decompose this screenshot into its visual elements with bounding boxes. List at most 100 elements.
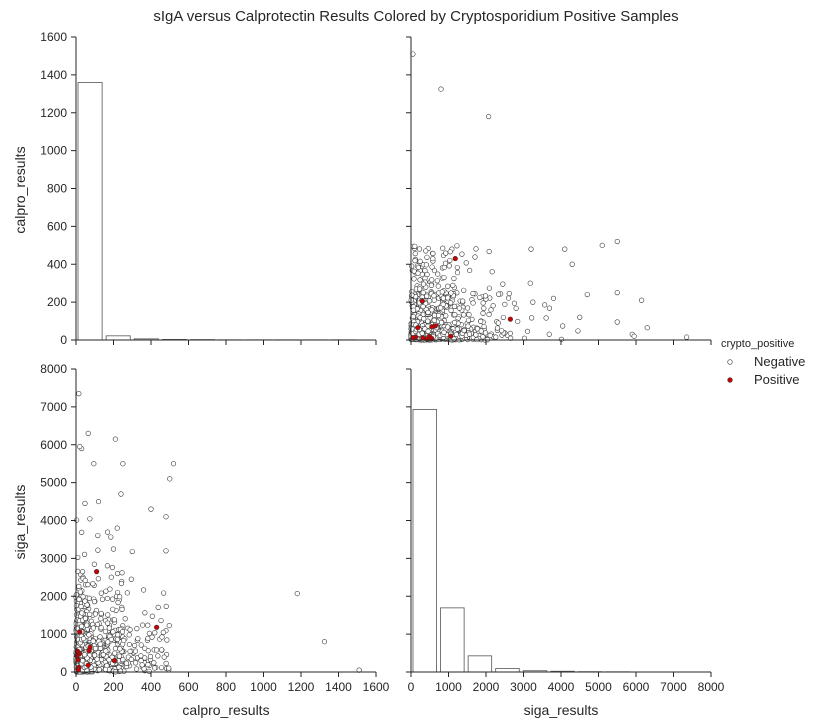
y-axis-label-siga: siga_results	[12, 485, 28, 560]
scatter-point-negative	[562, 246, 568, 252]
scatter-point-negative	[77, 444, 83, 450]
scatter-point-negative	[129, 548, 135, 555]
scatter-point-negative	[95, 547, 101, 553]
scatter-point-negative	[82, 615, 89, 621]
scatter-point-negative	[92, 611, 99, 617]
scatter-point-negative	[448, 290, 454, 296]
y-tick-label: 0	[60, 333, 67, 347]
scatter-point-negative	[82, 598, 88, 604]
scatter-point-negative	[435, 283, 441, 289]
scatter-point-negative	[461, 287, 467, 293]
scatter-point-negative	[79, 610, 85, 616]
scatter-point-negative	[91, 461, 97, 467]
scatter-point-negative	[614, 238, 620, 245]
scatter-point-negative	[500, 314, 506, 321]
scatter-point-negative	[454, 264, 460, 271]
scatter-point-negative	[82, 577, 88, 584]
scatter-point-negative	[111, 617, 118, 623]
scatter-point-negative	[464, 305, 471, 311]
scatter-point-negative	[79, 623, 85, 629]
scatter-point-negative	[450, 282, 456, 288]
scatter-point-negative	[110, 629, 116, 635]
scatter-point-negative	[127, 627, 133, 633]
scatter-point-negative	[75, 554, 81, 561]
scatter-point-negative	[133, 666, 140, 672]
scatter-point-negative	[466, 331, 473, 337]
legend-label-positive: Positive	[754, 372, 800, 387]
scatter-point-negative	[118, 580, 125, 587]
histogram-bar-siga	[440, 607, 465, 673]
scatter-point-negative	[482, 330, 489, 336]
scatter-point-negative	[495, 320, 501, 326]
scatter-point-negative	[294, 590, 300, 597]
x-tick-label: 0	[73, 680, 80, 694]
x-tick-label: 4000	[548, 680, 575, 694]
histogram-bar-siga	[412, 408, 437, 673]
scatter-point-negative	[415, 264, 421, 270]
scatter-point-negative	[460, 298, 466, 304]
scatter-point-negative	[477, 294, 483, 301]
scatter-point-negative	[170, 461, 177, 467]
scatter-point-negative	[438, 86, 444, 92]
scatter-point-negative	[453, 331, 459, 337]
scatter-point-negative	[487, 332, 493, 339]
scatter-point-negative	[159, 634, 165, 640]
scatter-point-negative	[439, 289, 445, 295]
scatter-point-positive	[419, 298, 425, 304]
scatter-point-negative	[513, 305, 519, 311]
scatter-point-negative	[159, 647, 165, 653]
scatter-point-negative	[435, 271, 441, 277]
x-tick-label: 7000	[660, 680, 687, 694]
scatter-point-negative	[81, 551, 88, 557]
scatter-point-negative	[417, 277, 423, 283]
scatter-point-negative	[465, 317, 472, 323]
scatter-point-negative	[684, 334, 690, 340]
scatter-point-negative	[431, 297, 437, 303]
scatter-point-negative	[163, 603, 169, 609]
scatter-point-negative	[119, 570, 125, 576]
chart-title: sIgA versus Calprotectin Results Colored…	[153, 8, 678, 25]
scatter-point-negative	[419, 271, 425, 277]
scatter-point-negative	[108, 636, 114, 643]
scatter-point-negative	[103, 648, 109, 654]
scatter-point-negative	[441, 329, 447, 335]
scatter-point-negative	[126, 632, 132, 638]
legend-label-negative: Negative	[754, 354, 805, 369]
scatter-point-negative	[104, 529, 111, 535]
scatter-point-negative	[410, 313, 416, 320]
scatter-point-negative	[167, 476, 173, 482]
scatter-point-negative	[639, 297, 645, 303]
scatter-point-positive	[74, 653, 80, 659]
scatter-point-negative	[127, 648, 133, 655]
scatter-point-negative	[560, 323, 566, 329]
scatter-point-negative	[105, 612, 111, 618]
scatter-point-negative	[79, 529, 85, 535]
scatter-point-negative	[103, 588, 109, 594]
scatter-point-negative	[506, 290, 512, 297]
scatter-point-negative	[120, 461, 126, 467]
scatter-point-negative	[110, 596, 116, 602]
scatter-point-negative	[431, 317, 437, 323]
scatter-point-negative	[98, 616, 104, 622]
scatter-point-negative	[511, 300, 518, 306]
scatter-point-negative	[149, 613, 155, 619]
histogram-bar-siga	[495, 668, 520, 673]
scatter-point-negative	[163, 514, 169, 520]
scatter-point-negative	[151, 660, 157, 666]
scatter-point-negative	[138, 653, 144, 659]
scatter-point-negative	[104, 595, 110, 602]
scatter-point-negative	[443, 250, 449, 256]
y-tick-label: 2000	[40, 589, 67, 603]
scatter-point-negative	[446, 263, 452, 269]
y-tick-label: 6000	[40, 438, 67, 452]
scatter-point-negative	[456, 305, 463, 311]
scatter-point-negative	[421, 316, 427, 322]
scatter-point-positive	[415, 325, 421, 331]
scatter-point-negative	[481, 305, 487, 311]
scatter-point-negative	[480, 334, 486, 340]
histogram-bar-calpro	[77, 82, 103, 341]
scatter-point-negative	[121, 637, 127, 644]
scatter-point-negative	[429, 277, 435, 283]
scatter-point-negative	[80, 594, 86, 600]
scatter-point-negative	[410, 307, 417, 313]
